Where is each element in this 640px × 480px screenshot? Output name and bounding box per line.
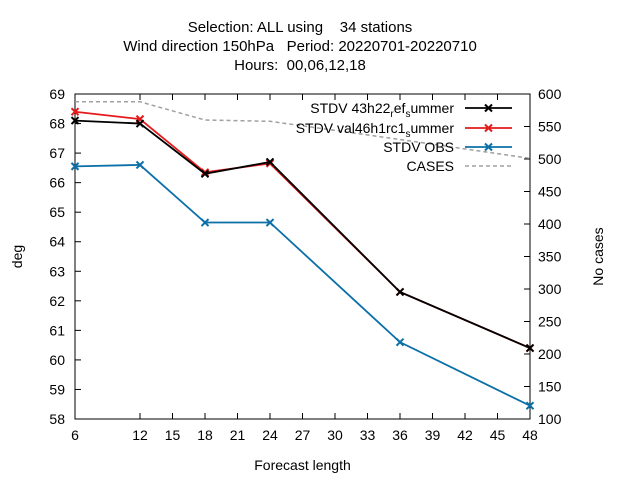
data-point <box>135 160 145 170</box>
data-point <box>484 142 493 152</box>
chart-title: Selection: ALL using 34 stations Wind dir… <box>123 19 477 74</box>
legend-label: CASES <box>407 158 454 174</box>
y2-tick-label: 150 <box>538 379 562 395</box>
y2-tick-label: 200 <box>538 346 562 362</box>
legend-label: STDV val46h1rc1summer <box>296 120 455 140</box>
series-line <box>74 119 531 349</box>
x-tick-label: 42 <box>457 427 473 443</box>
data-point <box>265 157 275 167</box>
y-tick-label: 68 <box>49 116 65 132</box>
legend-label-part: ef <box>394 100 406 116</box>
y2-tick-label: 250 <box>538 314 562 330</box>
y-tick-label: 65 <box>49 204 65 220</box>
data-point <box>135 119 145 128</box>
legend-label-part: ummer <box>410 120 454 136</box>
legend-label-part: CASES <box>407 158 454 174</box>
legend-label-part: r <box>390 109 394 120</box>
y-tick-label: 66 <box>49 175 65 191</box>
x-tick-label: 6 <box>71 427 79 443</box>
series-layer <box>70 101 535 410</box>
y-tick-label: 58 <box>49 411 65 427</box>
y2-tick-label: 100 <box>538 411 562 427</box>
y2-tick-label: 550 <box>538 119 562 135</box>
data-point <box>70 107 80 116</box>
x-tick-label: 12 <box>132 427 148 443</box>
x-tick-label: 48 <box>522 427 538 443</box>
legend-label-part: ummer <box>410 100 454 116</box>
series-line <box>75 101 531 160</box>
data-point <box>200 168 210 177</box>
data-point <box>200 218 210 227</box>
data-point <box>484 103 493 113</box>
legend-label: STDV 43h22refsummer <box>310 100 454 120</box>
x-tick-label: 45 <box>490 427 506 443</box>
series-0 <box>70 116 535 353</box>
y-tick-label: 61 <box>49 322 65 338</box>
x-tick-label: 27 <box>295 427 311 443</box>
data-point <box>525 401 535 410</box>
x-tick-label: 30 <box>327 427 343 443</box>
legend-label-part: STDV val46h1rc1 <box>296 120 406 136</box>
plot-frame <box>74 93 531 420</box>
axis-ticks <box>74 93 531 420</box>
title-line: Selection: ALL using 34 stations <box>188 19 413 36</box>
y2-tick-label: 600 <box>538 86 562 102</box>
title-line: Wind direction 150hPa Period: 20220701-2… <box>123 38 477 55</box>
x-tick-label: 21 <box>230 427 246 443</box>
y2-tick-label: 500 <box>538 151 562 167</box>
series-line <box>74 164 531 407</box>
legend-entry: STDV val46h1rc1summer <box>296 120 512 140</box>
y-tick-label: 69 <box>49 86 65 102</box>
y2-axis-label: No cases <box>590 227 606 285</box>
y-tick-label: 62 <box>49 293 65 309</box>
y2-tick-label: 350 <box>538 249 562 265</box>
series-line <box>74 110 531 349</box>
legend-entry: STDV 43h22refsummer <box>310 100 512 120</box>
x-tick-label: 24 <box>262 427 278 443</box>
data-point <box>70 162 80 171</box>
data-point <box>265 159 275 168</box>
y-tick-label: 67 <box>49 145 65 161</box>
y-axis-label: deg <box>9 245 25 268</box>
legend-label-part: STDV OBS <box>383 139 454 155</box>
data-point <box>395 287 405 297</box>
legend-label-part: STDV 43h22 <box>310 100 390 116</box>
x-tick-label: 15 <box>165 427 181 443</box>
y-tick-label: 59 <box>49 381 65 397</box>
legend-label-part: s <box>405 129 410 140</box>
y-tick-label: 64 <box>49 234 65 250</box>
data-point <box>200 169 210 178</box>
series-2 <box>70 160 535 410</box>
tick-labels: 6 12 15 18 21 24 27 30 33 36 39 42 45 48 58 59 60 61 62 63 6… <box>49 86 561 443</box>
legend-label: STDV OBS <box>383 139 454 155</box>
series-1 <box>70 107 535 353</box>
data-point <box>70 116 80 125</box>
x-tick-label: 36 <box>392 427 408 443</box>
y-tick-label: 60 <box>49 352 65 368</box>
legend-entry: CASES <box>407 158 512 174</box>
y2-tick-label: 450 <box>538 184 562 200</box>
x-tick-label: 39 <box>425 427 441 443</box>
y2-tick-label: 400 <box>538 216 562 232</box>
y-tick-label: 63 <box>49 263 65 279</box>
legend-label-part: s <box>405 109 410 120</box>
data-point <box>525 343 535 353</box>
x-axis-label: Forecast length <box>254 457 351 473</box>
data-point <box>395 337 405 347</box>
x-tick-label: 18 <box>197 427 213 443</box>
title-line: Hours: 00,06,12,18 <box>234 57 366 74</box>
data-point <box>265 218 275 227</box>
legend-entry: STDV OBS <box>383 139 512 155</box>
x-tick-label: 33 <box>360 427 376 443</box>
series-3 <box>75 101 531 160</box>
data-point <box>484 123 493 133</box>
y2-tick-label: 300 <box>538 281 562 297</box>
